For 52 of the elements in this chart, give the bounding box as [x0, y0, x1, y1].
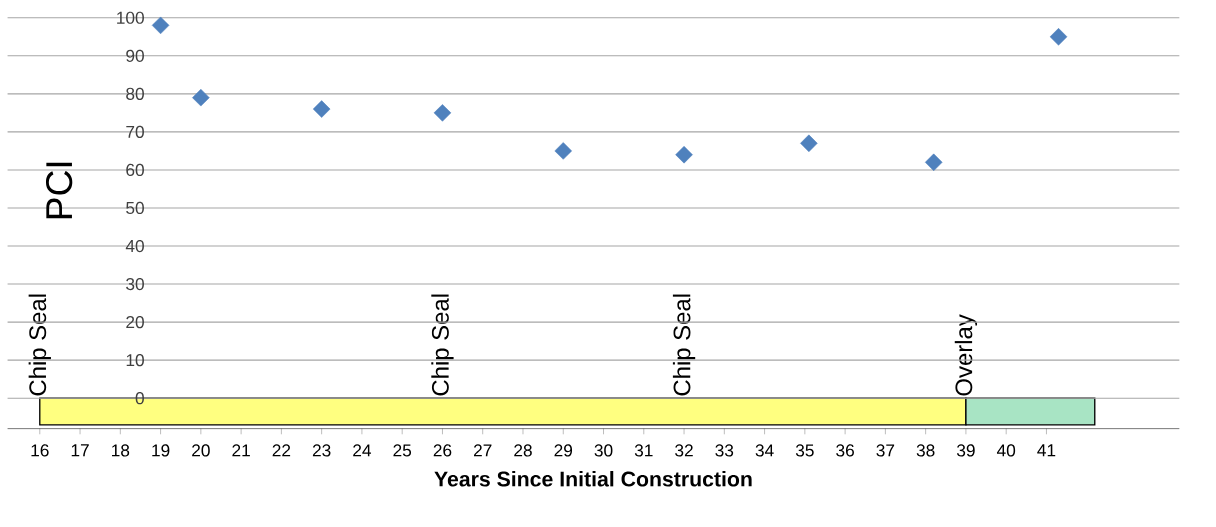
x-tick-label: 31 — [634, 444, 653, 457]
x-tick-label: 33 — [715, 444, 734, 457]
x-axis-title: Years Since Initial Construction — [434, 471, 752, 487]
point — [675, 146, 693, 164]
x-tick-label: 18 — [112, 444, 130, 457]
x-tick-label: 27 — [473, 444, 492, 457]
y-tick-label: 50 — [126, 201, 144, 215]
y-tick-label: 70 — [126, 125, 144, 139]
x-tick-label: 34 — [755, 444, 774, 457]
x-tick-label: 16 — [31, 444, 49, 457]
y-tick-label: 100 — [117, 11, 144, 24]
point — [151, 16, 170, 35]
x-tick-label: 17 — [71, 444, 89, 457]
point — [800, 134, 818, 153]
y-tick-label: 60 — [126, 163, 144, 177]
y-tick-label: 30 — [126, 277, 144, 291]
y-tick-label: 90 — [126, 49, 144, 62]
x-tick-label: 35 — [795, 444, 814, 457]
x-tick-label: 19 — [152, 444, 170, 457]
y-tick-label: 10 — [126, 354, 144, 367]
x-tick-label: 36 — [836, 444, 854, 457]
x-tick-label: 32 — [675, 444, 693, 457]
point — [192, 88, 210, 107]
x-tick-label: 23 — [312, 444, 331, 457]
annotation: Chip Seal — [431, 294, 454, 396]
y-tick-label: 40 — [125, 239, 144, 253]
x-tick-label: 38 — [916, 444, 935, 457]
x-tick-label: 21 — [232, 444, 250, 457]
point — [924, 153, 943, 172]
x-tick-label: 40 — [996, 444, 1016, 457]
y-tick-label: 0 — [135, 392, 144, 405]
x-tick-label: 37 — [876, 444, 895, 457]
annotation: Chip Seal — [672, 294, 696, 396]
x-tick-label: 25 — [393, 444, 412, 457]
y-tick-label: 80 — [126, 87, 144, 101]
x-tick-label: 24 — [353, 444, 372, 457]
x-tick-label: 39 — [956, 444, 975, 457]
y-tick-label: 20 — [126, 316, 144, 329]
point — [433, 104, 452, 122]
x-tick-label: 28 — [514, 444, 532, 457]
x-tick-label: 26 — [433, 444, 452, 457]
x-tick-label: 20 — [192, 444, 210, 457]
point — [312, 100, 331, 118]
point — [554, 142, 572, 160]
x-tick-label: 29 — [554, 444, 573, 457]
annotation: Overlay — [954, 314, 978, 396]
x-tick-label: 22 — [272, 444, 291, 457]
point — [1049, 28, 1068, 46]
y-axis-title: PCI — [45, 162, 73, 219]
annotation: Chip Seal — [28, 294, 51, 396]
x-tick-label: 41 — [1037, 444, 1056, 457]
x-tick-label: 30 — [594, 444, 613, 457]
